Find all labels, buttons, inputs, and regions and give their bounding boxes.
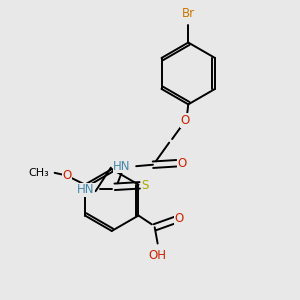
Text: O: O	[177, 157, 186, 170]
Text: Br: Br	[182, 8, 195, 20]
Text: S: S	[141, 179, 149, 192]
Text: HN: HN	[113, 160, 131, 173]
Text: HN: HN	[76, 183, 94, 196]
Text: O: O	[175, 212, 184, 225]
Text: OH: OH	[148, 249, 166, 262]
Text: O: O	[181, 114, 190, 127]
Text: CH₃: CH₃	[29, 168, 50, 178]
Text: O: O	[63, 169, 72, 182]
